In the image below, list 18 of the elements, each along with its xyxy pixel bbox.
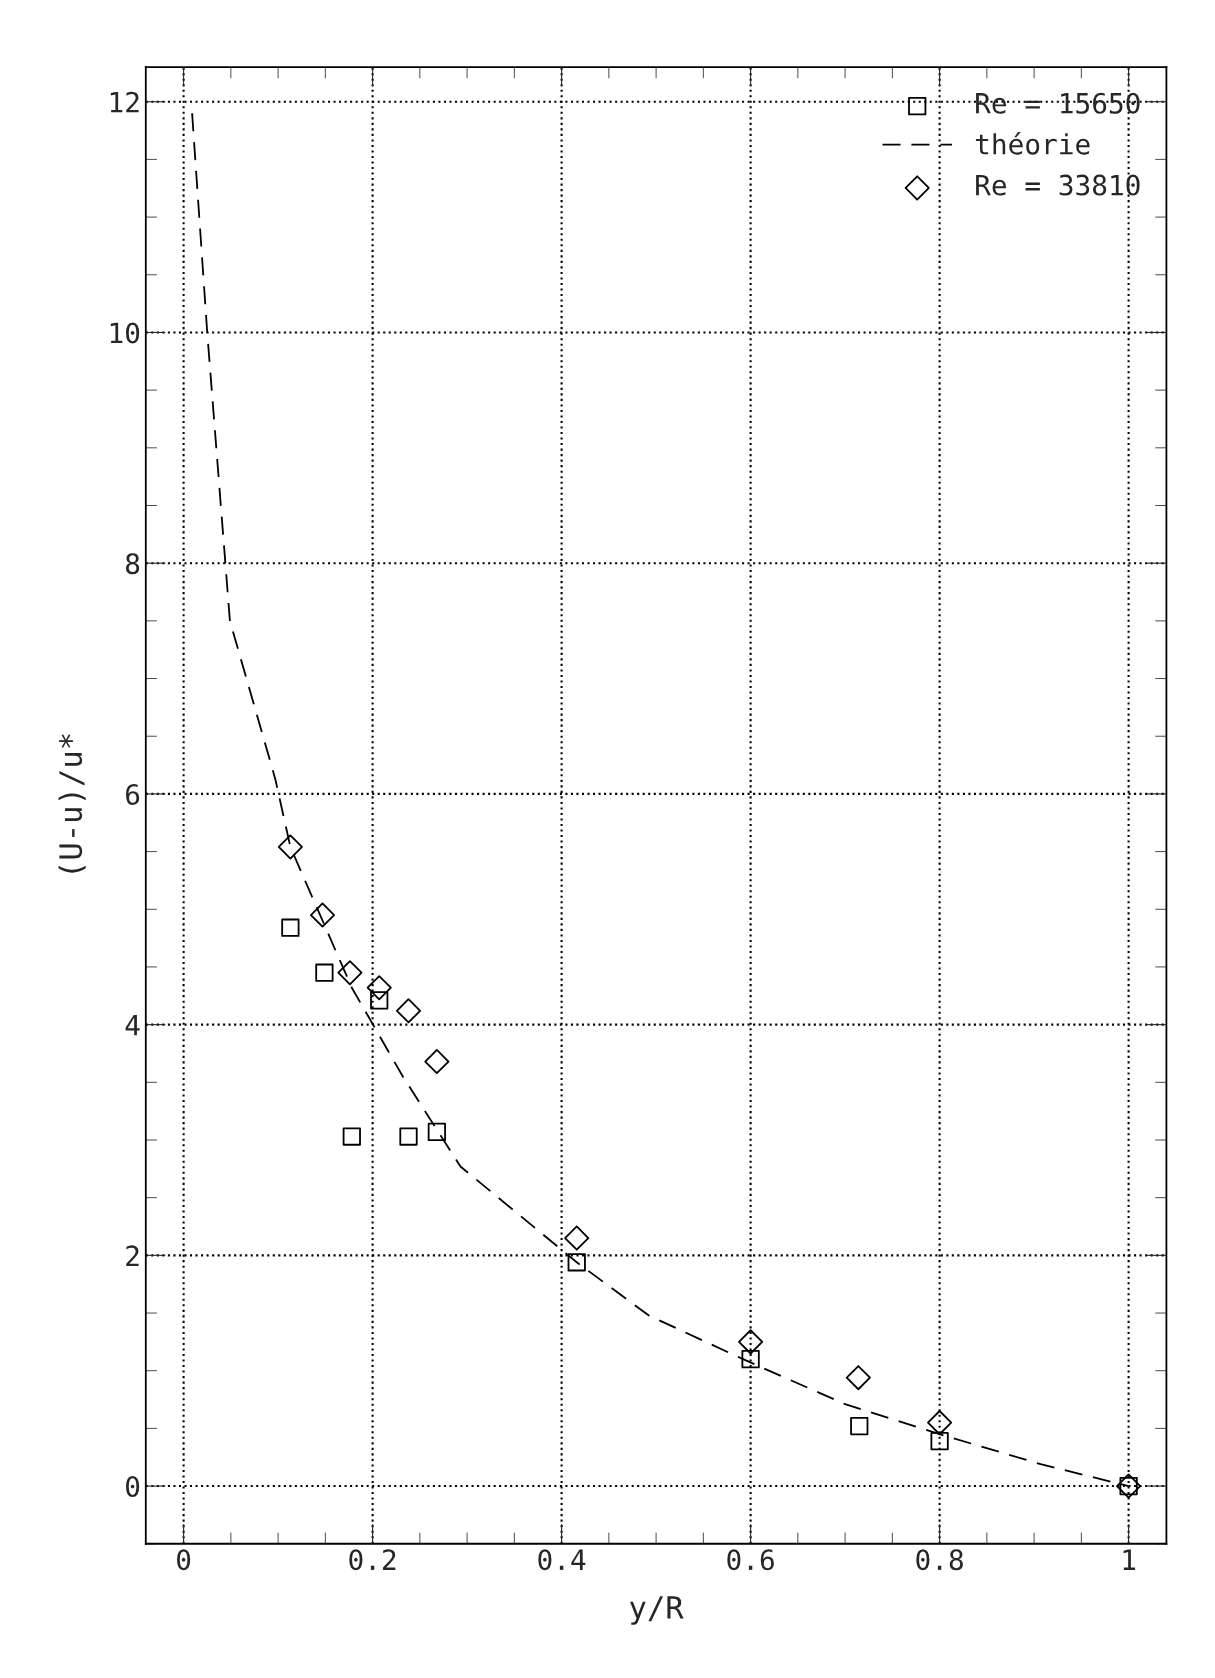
y-tick-label: 6 [126,783,140,805]
x-tick-label: 0.8 [916,1549,963,1571]
legend-label: théorie [975,132,1090,155]
x-tick-label: 0.6 [727,1549,774,1571]
y-axis-title: (U-u)/u* [58,734,86,873]
legend-label: Re = 33810 [976,174,1140,196]
y-tick-label: 0 [126,1476,140,1498]
legend-label: Re = 15650 [976,92,1140,114]
x-tick-label: 1 [1123,1549,1136,1570]
y-tick-label: 10 [110,322,140,344]
x-tick-label: 0.2 [349,1549,396,1571]
x-axis-title: y/R [630,1596,684,1625]
x-tick-label: 0.4 [538,1549,586,1571]
y-tick-label: 8 [125,553,140,575]
x-tick-label: 0 [177,1549,191,1571]
y-tick-label: 4 [125,1015,140,1036]
y-tick-label: 12 [110,91,139,113]
y-tick-label: 2 [126,1245,139,1266]
